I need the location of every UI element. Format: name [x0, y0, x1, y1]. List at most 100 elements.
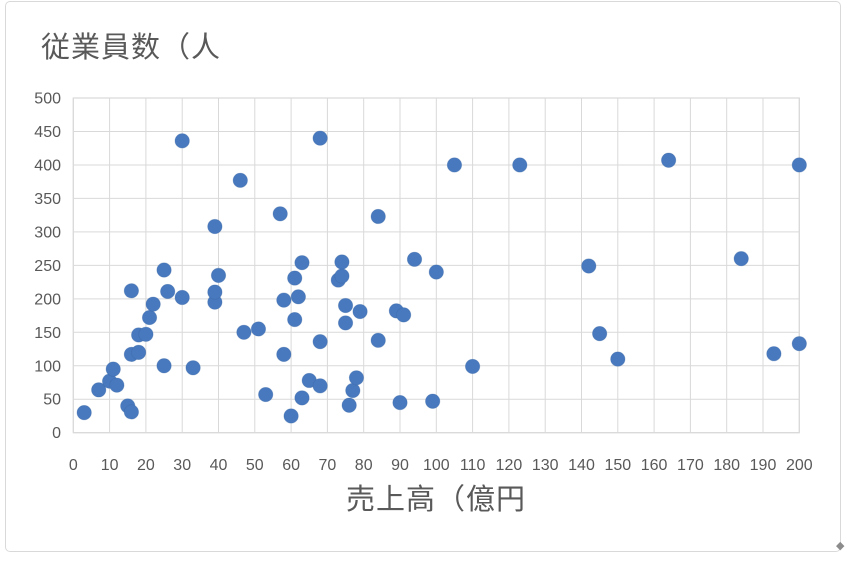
x-tick-label: 180: [713, 457, 740, 474]
y-tick-label: 450: [34, 124, 61, 141]
data-point[interactable]: [232, 172, 248, 188]
data-point[interactable]: [512, 157, 528, 173]
y-tick-label: 250: [34, 258, 61, 275]
x-tick-label: 30: [173, 457, 191, 474]
x-tick-label: 70: [319, 457, 337, 474]
x-tick-label: 80: [355, 457, 373, 474]
x-tick-label: 160: [641, 457, 668, 474]
x-tick-label: 140: [568, 457, 595, 474]
chart-frame: [5, 1, 841, 552]
y-tick-label: 500: [34, 91, 61, 108]
data-point[interactable]: [446, 157, 463, 173]
data-point[interactable]: [290, 289, 306, 305]
x-tick-label: 120: [496, 457, 523, 474]
data-point[interactable]: [123, 404, 139, 420]
data-point[interactable]: [207, 284, 223, 300]
data-point[interactable]: [337, 315, 354, 331]
data-point[interactable]: [138, 326, 154, 342]
x-tick-label: 130: [532, 457, 559, 474]
y-tick-label: 0: [52, 425, 61, 442]
data-point[interactable]: [312, 334, 328, 350]
y-tick-label: 50: [43, 392, 61, 409]
data-point[interactable]: [294, 390, 310, 406]
data-point[interactable]: [396, 307, 412, 323]
data-point[interactable]: [109, 377, 125, 393]
x-tick-label: 90: [391, 457, 409, 474]
x-tick-label: 60: [282, 457, 300, 474]
data-point[interactable]: [174, 289, 190, 306]
data-point[interactable]: [160, 283, 176, 300]
data-point[interactable]: [334, 268, 350, 284]
data-point[interactable]: [272, 206, 288, 222]
data-point[interactable]: [210, 267, 227, 283]
data-point[interactable]: [337, 297, 354, 314]
data-point[interactable]: [276, 346, 292, 362]
x-tick-label: 110: [460, 457, 486, 474]
data-point[interactable]: [791, 336, 807, 352]
data-point[interactable]: [428, 264, 444, 280]
y-tick-label: 200: [34, 291, 61, 308]
x-axis-title: 売上高（億円: [345, 484, 526, 516]
data-point[interactable]: [392, 394, 408, 411]
data-point[interactable]: [123, 283, 139, 299]
resize-handle-icon[interactable]: ◆: [836, 540, 845, 552]
y-tick-label: 100: [34, 358, 61, 375]
data-point[interactable]: [464, 358, 481, 375]
x-tick-label: 10: [101, 457, 119, 474]
data-point[interactable]: [287, 270, 303, 286]
data-point[interactable]: [592, 326, 608, 342]
data-point[interactable]: [345, 382, 361, 399]
x-tick-label: 190: [750, 457, 777, 474]
x-tick-label: 20: [137, 457, 155, 474]
plot-area-border: [72, 97, 800, 434]
data-point[interactable]: [733, 251, 749, 267]
x-tick-label: 0: [69, 457, 78, 474]
y-tick-label: 350: [34, 191, 61, 208]
data-point[interactable]: [294, 255, 310, 271]
data-point[interactable]: [341, 397, 357, 413]
data-point[interactable]: [141, 309, 158, 326]
data-point[interactable]: [661, 152, 677, 168]
data-point[interactable]: [425, 393, 441, 409]
data-point[interactable]: [406, 251, 423, 267]
data-point[interactable]: [312, 130, 328, 146]
data-point[interactable]: [185, 360, 201, 376]
data-point[interactable]: [283, 408, 299, 424]
data-point[interactable]: [348, 370, 365, 386]
data-point[interactable]: [791, 157, 807, 173]
data-point[interactable]: [276, 292, 292, 308]
data-point[interactable]: [250, 321, 267, 337]
x-tick-label: 100: [423, 457, 450, 474]
x-tick-label: 50: [246, 457, 264, 474]
data-point[interactable]: [145, 296, 161, 312]
data-point[interactable]: [91, 382, 107, 398]
data-point[interactable]: [610, 351, 626, 367]
data-point[interactable]: [156, 358, 172, 374]
data-point[interactable]: [370, 332, 386, 348]
x-tick-label: 40: [210, 457, 228, 474]
x-tick-label: 170: [677, 457, 704, 474]
chart-title: 従業員数（人: [41, 32, 222, 64]
y-tick-label: 400: [34, 157, 61, 174]
y-tick-label: 300: [34, 224, 61, 241]
x-tick-label: 150: [604, 457, 631, 474]
data-point[interactable]: [76, 405, 92, 421]
data-point[interactable]: [207, 218, 223, 235]
data-point[interactable]: [156, 262, 172, 278]
data-point[interactable]: [352, 303, 368, 320]
data-point[interactable]: [236, 324, 252, 340]
data-point[interactable]: [370, 208, 386, 225]
data-point[interactable]: [287, 311, 303, 328]
data-point[interactable]: [174, 133, 190, 149]
data-point[interactable]: [131, 344, 147, 360]
data-point[interactable]: [105, 361, 121, 377]
data-point[interactable]: [312, 378, 328, 394]
data-point[interactable]: [258, 386, 274, 403]
data-point[interactable]: [581, 258, 597, 274]
data-point[interactable]: [334, 254, 350, 270]
x-tick-label: 200: [786, 457, 813, 474]
y-tick-label: 150: [34, 325, 61, 342]
data-point[interactable]: [766, 346, 782, 362]
